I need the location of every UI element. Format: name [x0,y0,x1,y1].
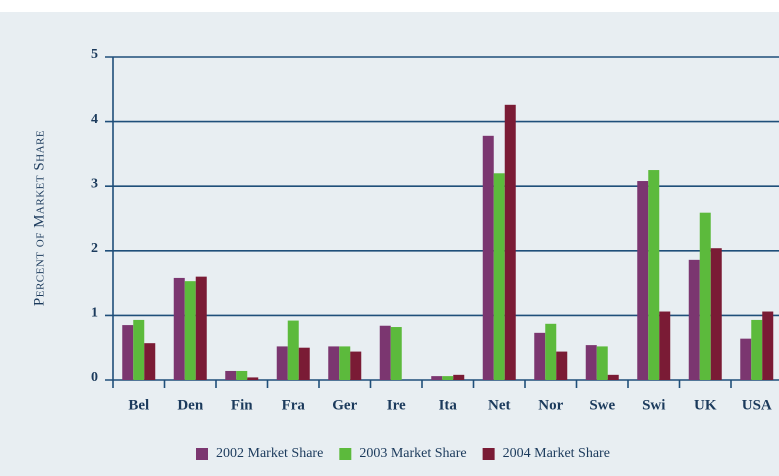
bar [556,351,568,380]
bar [596,346,608,380]
legend-label: 2003 Market Share [359,446,466,461]
y-tick-label: 5 [91,47,98,62]
x-tick-label: Swi [642,397,665,413]
x-tick-label: Ire [387,397,406,413]
y-tick-label: 0 [91,370,98,385]
bar [276,346,288,380]
x-tick-label: UK [694,397,717,413]
bar [504,104,516,380]
y-tick-label: 4 [91,112,98,127]
bar [184,281,196,380]
bar [328,346,340,380]
bar [585,345,597,380]
x-tick-label: Ita [439,397,458,413]
bar [607,374,619,380]
bar [287,320,299,380]
legend-label: 2002 Market Share [216,446,323,461]
x-tick-label: Ger [332,397,357,413]
legend-swatch [339,448,352,460]
bar [442,376,454,380]
bar [699,212,711,380]
x-tick-label: Nor [538,397,563,413]
y-axis-label: Percent of Market Share [31,130,47,306]
x-tick-label: Fin [231,397,253,413]
bar [236,370,248,380]
bar [637,181,649,380]
bar [247,377,259,380]
bar [225,370,237,380]
x-tick-label: Net [488,397,511,413]
legend-swatch [196,448,208,460]
bar [133,319,145,380]
y-tick-label: 3 [91,176,98,191]
x-tick-label: Fra [282,397,306,413]
bar [298,347,310,380]
bar [339,346,351,380]
bar [688,259,700,380]
legend-label: 2004 Market Share [503,446,610,461]
bar [493,173,505,380]
bar [122,325,134,380]
bar [453,374,465,380]
bar [350,351,362,380]
bar [379,325,391,380]
bar [740,338,752,380]
legend-swatch [482,448,495,460]
bar [431,376,443,380]
y-tick-label: 2 [91,241,98,256]
x-tick-label: Swe [589,397,615,413]
bar [482,135,494,380]
bar [195,276,207,380]
bar [751,319,763,380]
bar [648,170,660,380]
bar [762,311,774,380]
y-tick-label: 1 [91,306,98,321]
bar [534,332,546,380]
bar [173,277,185,380]
bar [390,327,402,380]
x-tick-label: Den [177,397,203,413]
bar [144,343,156,380]
bar [545,323,557,380]
bar [710,248,722,380]
x-tick-label: USA [742,397,772,413]
x-tick-label: Bel [128,397,149,413]
bar [659,311,671,380]
